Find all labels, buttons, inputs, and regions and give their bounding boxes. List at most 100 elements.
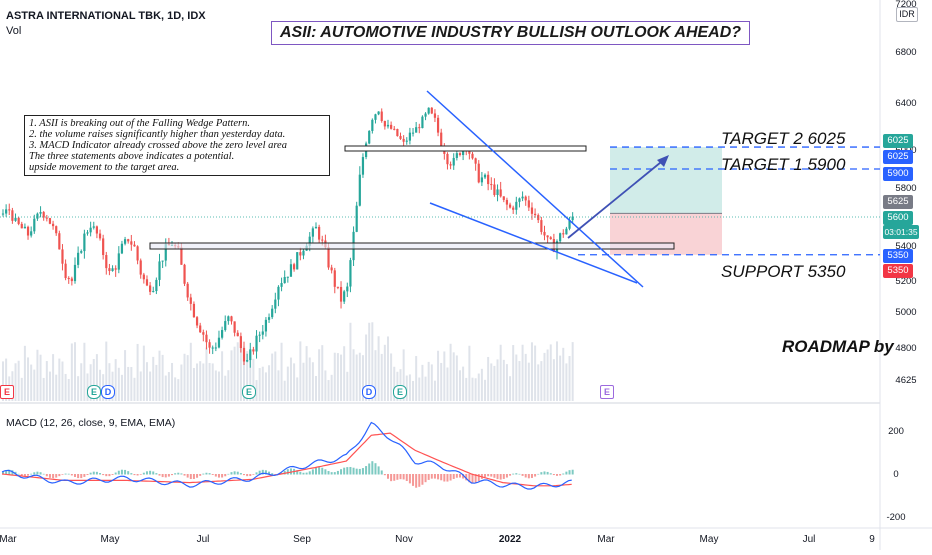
candle-body (349, 260, 352, 287)
volume-bar (221, 351, 224, 401)
macd-histogram-bar (330, 472, 333, 475)
candle-body (546, 235, 549, 238)
candle-body (562, 233, 565, 235)
volume-bar (139, 371, 142, 401)
macd-histogram-bar (243, 474, 246, 476)
candle-body (452, 157, 455, 166)
projection-arrow (567, 157, 667, 239)
candle-body (73, 264, 77, 282)
macd-histogram-bar (474, 474, 477, 483)
candle-body (339, 286, 343, 302)
volume-bar (537, 364, 540, 401)
candle-body (368, 130, 371, 144)
macd-histogram-bar (493, 474, 496, 478)
macd-histogram-bar (111, 474, 114, 475)
macd-histogram-bar (214, 474, 217, 477)
earnings-event-upcoming[interactable]: E (600, 385, 614, 399)
macd-histogram-bar (77, 474, 80, 479)
candle-body (64, 263, 67, 279)
macd-histogram-bar (39, 472, 42, 475)
macd-histogram-bar (311, 469, 314, 475)
volume-bar (524, 353, 527, 401)
volume-bar (455, 355, 458, 401)
macd-tick-label: 200 (888, 426, 904, 437)
volume-bar (543, 352, 546, 401)
candle-body (571, 216, 574, 221)
macd-histogram-bar (502, 474, 505, 479)
price-tag-target1: 5900 (883, 167, 913, 181)
macd-histogram-bar (371, 461, 374, 475)
volume-bar (105, 341, 108, 401)
candle-body (89, 227, 92, 233)
volume-bar (177, 379, 180, 401)
note-line-5: upside movement to the target area. (29, 162, 180, 173)
candle-body (449, 164, 452, 166)
volume-bar (255, 380, 258, 401)
candle-body (51, 223, 55, 227)
candle-body (117, 253, 120, 270)
candle-body (227, 316, 230, 322)
volume-bar (261, 366, 264, 401)
volume-bar (108, 363, 111, 401)
volume-bar (430, 364, 433, 401)
volume-bar (318, 349, 321, 401)
macd-histogram-bar (174, 473, 177, 475)
candle-body (33, 218, 36, 232)
volume-bar (380, 353, 383, 401)
price-tick-label: 5200 (895, 276, 916, 287)
candle-body (70, 278, 73, 282)
candle-body (289, 264, 293, 277)
earnings-event-3[interactable]: E (242, 385, 256, 399)
volume-bar (355, 354, 358, 401)
candle-body (477, 163, 480, 183)
candle-body (346, 286, 349, 292)
dividend-event-1[interactable]: D (101, 385, 115, 399)
macd-histogram-bar (336, 470, 339, 475)
candle-body (249, 349, 252, 361)
volume-bar (14, 363, 17, 401)
volume-bar (30, 364, 33, 401)
macd-histogram-bar (549, 473, 552, 475)
candle-body (386, 124, 390, 127)
macd-histogram-bar (117, 470, 120, 475)
candle-body (95, 226, 98, 234)
candle-body (559, 233, 562, 242)
candle-body (271, 308, 274, 318)
candle-body (224, 321, 227, 331)
candle-body (296, 252, 299, 270)
volume-bar (264, 372, 267, 401)
candle-body (23, 226, 27, 229)
macd-histogram-bar (315, 467, 317, 475)
candle-body (202, 332, 205, 335)
volume-bar (214, 370, 217, 401)
candle-body (164, 243, 167, 261)
volume-bar (405, 375, 408, 401)
macd-histogram-bar (452, 474, 455, 479)
candle-body (361, 157, 365, 175)
currency-badge[interactable]: IDR (896, 7, 918, 22)
macd-histogram-bar (230, 472, 233, 475)
volume-bar (293, 363, 296, 401)
volume-bar (565, 363, 568, 401)
price-tick-label: 4625 (895, 375, 916, 386)
earnings-event-4[interactable]: E (393, 385, 407, 399)
earnings-event-2[interactable]: E (87, 385, 101, 399)
projection-arrowhead (657, 155, 669, 167)
volume-bar (227, 370, 230, 401)
candle-body (274, 299, 277, 309)
earnings-event-1[interactable]: E (0, 385, 14, 399)
volume-bar (70, 343, 73, 401)
candle-body (405, 140, 408, 142)
dividend-event-2[interactable]: D (362, 385, 376, 399)
volume-bar (468, 345, 471, 401)
volume-bar (23, 345, 26, 401)
price-tag-entry: 5625 (883, 195, 913, 209)
support-box (149, 242, 675, 250)
macd-histogram-bar (55, 474, 58, 478)
macd-histogram-bar (515, 473, 518, 475)
volume-bar (289, 357, 292, 401)
candle-body (518, 198, 521, 202)
price-tag-last: 5600 (883, 211, 913, 225)
